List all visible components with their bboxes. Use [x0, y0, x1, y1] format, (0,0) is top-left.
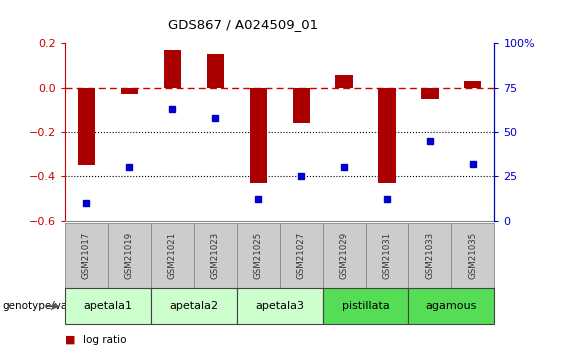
Text: apetala2: apetala2	[170, 301, 218, 311]
Bar	[379, 88, 395, 183]
Text: pistillata: pistillata	[342, 301, 389, 311]
Text: GSM21035: GSM21035	[468, 232, 477, 279]
Text: log ratio: log ratio	[83, 335, 127, 345]
Bar	[293, 88, 310, 123]
Text: apetala3: apetala3	[255, 301, 304, 311]
Bar	[250, 88, 267, 183]
Text: apetala1: apetala1	[84, 301, 132, 311]
Bar	[207, 54, 224, 88]
Bar	[464, 81, 481, 88]
Text: ■: ■	[65, 335, 76, 345]
Text: GSM21025: GSM21025	[254, 232, 263, 279]
Text: GSM21023: GSM21023	[211, 232, 220, 279]
Bar	[78, 88, 95, 165]
Text: GSM21029: GSM21029	[340, 232, 349, 279]
Text: GDS867 / A024509_01: GDS867 / A024509_01	[168, 18, 318, 31]
Text: GSM21017: GSM21017	[82, 232, 91, 279]
Text: GSM21033: GSM21033	[425, 232, 434, 279]
Text: genotype/variation: genotype/variation	[3, 301, 102, 311]
Text: GSM21021: GSM21021	[168, 232, 177, 279]
Text: GSM21019: GSM21019	[125, 232, 134, 279]
Text: GSM21027: GSM21027	[297, 232, 306, 279]
Bar	[121, 88, 138, 94]
Text: GSM21031: GSM21031	[383, 232, 392, 279]
Bar	[164, 50, 181, 88]
Text: agamous: agamous	[426, 301, 477, 311]
Bar	[421, 88, 438, 99]
Bar	[336, 75, 353, 88]
